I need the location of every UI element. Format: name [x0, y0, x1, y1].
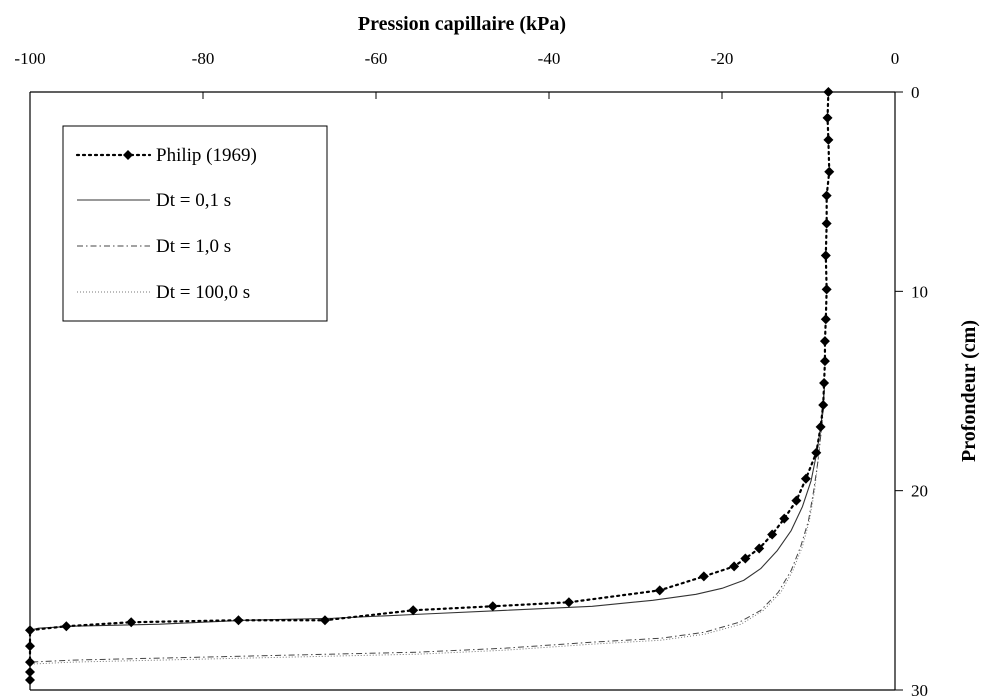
- data-point-marker: [819, 356, 830, 367]
- data-point-marker: [698, 571, 709, 582]
- x-tick-label: -60: [365, 49, 388, 68]
- legend-box: [62, 125, 328, 322]
- y-tick-label: 10: [911, 282, 928, 301]
- x-tick-label: -100: [14, 49, 45, 68]
- series-line: [28, 90, 831, 682]
- y-tick-label: 20: [911, 482, 928, 501]
- legend-label: Dt = 100,0 s: [156, 282, 250, 303]
- y-tick-label: 0: [911, 83, 920, 102]
- data-point-marker: [821, 284, 832, 295]
- y-ticks: 0 10 20 30: [895, 83, 928, 700]
- data-point-marker: [319, 615, 330, 626]
- data-point-marker: [821, 218, 832, 229]
- data-point-marker: [823, 134, 834, 145]
- data-point-marker: [811, 447, 822, 458]
- x-ticks: -100 -80 -60 -40 -20 0: [14, 49, 899, 99]
- data-point-marker: [818, 399, 829, 410]
- data-point-marker: [767, 529, 778, 540]
- data-point-marker: [779, 513, 790, 524]
- data-point-marker: [822, 112, 833, 123]
- data-point-marker: [126, 617, 137, 628]
- data-point-marker: [25, 641, 35, 652]
- x-tick-label: -40: [538, 49, 561, 68]
- data-point-marker: [754, 543, 765, 554]
- data-point-marker: [791, 495, 802, 506]
- data-point-marker: [819, 336, 830, 347]
- data-point-marker: [563, 597, 574, 608]
- data-point-marker: [823, 87, 834, 97]
- legend-marker: [123, 150, 133, 160]
- data-point-marker: [233, 615, 244, 626]
- data-point-marker: [61, 621, 72, 632]
- data-point-marker: [25, 657, 35, 668]
- x-tick-label: 0: [891, 49, 900, 68]
- data-point-marker: [25, 675, 35, 686]
- x-tick-label: -20: [711, 49, 734, 68]
- legend-label: Philip (1969): [156, 145, 257, 166]
- legend-label: Dt = 1,0 s: [156, 236, 231, 257]
- data-point-marker: [729, 561, 740, 572]
- data-point-marker: [820, 250, 831, 261]
- data-point-marker: [25, 667, 35, 678]
- data-point-marker: [820, 314, 831, 325]
- x-tick-label: -80: [192, 49, 215, 68]
- data-point-marker: [800, 473, 811, 484]
- y-tick-label: 30: [911, 681, 928, 700]
- x-axis-title: Pression capillaire (kPa): [358, 13, 566, 35]
- data-point-marker: [815, 421, 826, 432]
- data-point-marker: [654, 585, 665, 596]
- data-point-marker: [408, 605, 419, 616]
- data-point-marker: [740, 553, 751, 564]
- legend-label: Dt = 0,1 s: [156, 190, 231, 211]
- data-point-marker: [819, 378, 830, 389]
- data-point-marker: [824, 166, 835, 177]
- series-line: [29, 380, 826, 681]
- legend: Philip (1969) Dt = 0,1 s Dt = 1,0 s Dt = 10…: [62, 125, 328, 322]
- series-layer: [25, 87, 835, 686]
- series-line: [29, 380, 826, 681]
- data-point-marker: [25, 625, 35, 636]
- data-point-marker: [487, 601, 498, 612]
- data-point-marker: [821, 190, 832, 201]
- y-axis-title: Profondeur (cm): [958, 320, 980, 462]
